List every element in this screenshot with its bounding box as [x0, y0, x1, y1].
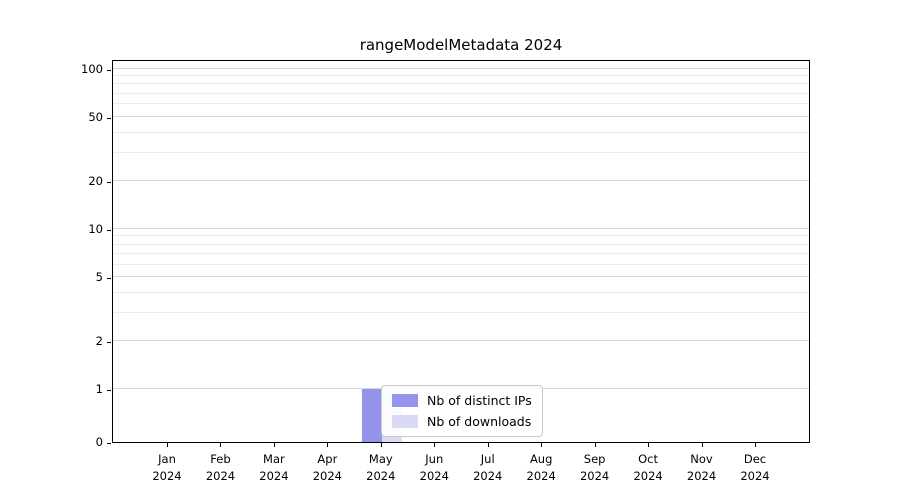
x-tick-year: 2024 [259, 468, 289, 483]
x-tick-label: Apr 2024 [297, 451, 357, 484]
legend: Nb of distinct IPs Nb of downloads [381, 385, 543, 437]
plot-area: Nb of distinct IPs Nb of downloads [112, 60, 810, 443]
x-tick-year: 2024 [526, 468, 556, 483]
x-tick-mark [594, 443, 596, 447]
x-tick-mark [167, 443, 168, 447]
legend-entry: Nb of downloads [392, 414, 532, 429]
x-tick-month: Jul [480, 452, 495, 466]
x-tick-label: Feb 2024 [190, 451, 250, 484]
x-tick-label: Dec 2024 [725, 451, 785, 484]
y-tick-label: 100 [81, 61, 103, 76]
x-tick-mark [541, 443, 543, 447]
x-tick-label: Jul 2024 [458, 451, 518, 484]
y-tick-label: 10 [88, 222, 103, 237]
x-tick-mark [701, 443, 703, 447]
y-tick-mark [107, 69, 111, 71]
legend-label: Nb of downloads [427, 414, 532, 429]
x-tick-month: Sep [583, 452, 606, 466]
x-tick-label: Jan 2024 [137, 451, 197, 484]
x-tick-month: Dec [743, 452, 767, 466]
x-tick-label: Nov 2024 [672, 451, 732, 484]
x-tick-month: May [368, 452, 393, 466]
gridline-minor [113, 252, 809, 254]
legend-swatch-icon [392, 394, 418, 407]
x-tick-mark [220, 443, 222, 447]
gridline-minor [113, 311, 809, 313]
x-tick-month: Jan [158, 452, 176, 466]
y-tick-label: 50 [88, 110, 103, 125]
x-tick-label: Sep 2024 [565, 451, 625, 484]
gridline-major [113, 116, 809, 118]
x-tick-year: 2024 [366, 468, 396, 483]
x-tick-label: Oct 2024 [618, 451, 678, 484]
x-tick-label: May 2024 [351, 451, 411, 484]
x-tick-month: Apr [317, 452, 338, 466]
x-tick-month: Nov [690, 452, 713, 466]
y-tick-mark [107, 181, 111, 183]
gridline-major [113, 67, 809, 69]
gridline-minor [113, 291, 809, 293]
y-tick-mark [107, 230, 111, 232]
legend-entry: Nb of distinct IPs [392, 393, 532, 408]
x-tick-month: Jun [425, 452, 444, 466]
x-tick-year: 2024 [312, 468, 342, 483]
gridline-minor [113, 263, 809, 265]
y-tick-mark [107, 341, 111, 343]
gridline-major [113, 339, 809, 341]
y-tick-label: 1 [95, 382, 103, 397]
x-tick-year: 2024 [579, 468, 610, 483]
gridline-minor [113, 243, 809, 245]
y-tick-mark [107, 443, 111, 444]
x-tick-mark [273, 443, 275, 447]
gridline-major [113, 179, 809, 181]
gridline-minor [113, 235, 809, 237]
legend-label: Nb of distinct IPs [427, 393, 532, 408]
x-tick-label: Jun 2024 [404, 451, 464, 484]
x-tick-label: Aug 2024 [511, 451, 571, 484]
gridline-minor [113, 92, 809, 94]
gridline-minor [113, 103, 809, 105]
y-tick-mark [107, 278, 111, 280]
x-tick-month: Feb [210, 452, 231, 466]
y-tick-mark [107, 390, 111, 392]
bar-distinct-ips [361, 389, 382, 442]
x-tick-year: 2024 [633, 468, 663, 483]
x-tick-month: Aug [529, 452, 553, 466]
x-tick-mark [380, 443, 382, 447]
x-tick-label: Mar 2024 [244, 451, 304, 484]
gridline-major [113, 276, 809, 278]
x-tick-month: Mar [263, 452, 285, 466]
x-tick-year: 2024 [686, 468, 717, 483]
y-tick-label: 0 [95, 435, 103, 449]
gridline-minor [113, 83, 809, 85]
chart-title: rangeModelMetadata 2024 [359, 36, 563, 54]
x-tick-mark [327, 443, 329, 447]
x-tick-mark [755, 443, 756, 447]
gridline-minor [113, 151, 809, 153]
x-tick-mark [648, 443, 650, 447]
x-tick-mark [487, 443, 489, 447]
gridline-minor [113, 75, 809, 77]
gridline-minor [113, 131, 809, 133]
x-tick-year: 2024 [205, 468, 236, 483]
y-tick-label: 20 [88, 173, 103, 188]
x-tick-month: Oct [638, 452, 659, 466]
gridline-major [113, 228, 809, 230]
x-tick-year: 2024 [473, 468, 503, 483]
x-tick-year: 2024 [740, 468, 770, 483]
x-tick-year: 2024 [152, 468, 182, 483]
x-tick-mark [434, 443, 436, 447]
y-tick-mark [107, 118, 111, 120]
x-tick-year: 2024 [419, 468, 449, 483]
y-tick-label: 2 [95, 333, 103, 348]
y-tick-label: 5 [95, 270, 103, 285]
legend-swatch-icon [392, 415, 418, 428]
